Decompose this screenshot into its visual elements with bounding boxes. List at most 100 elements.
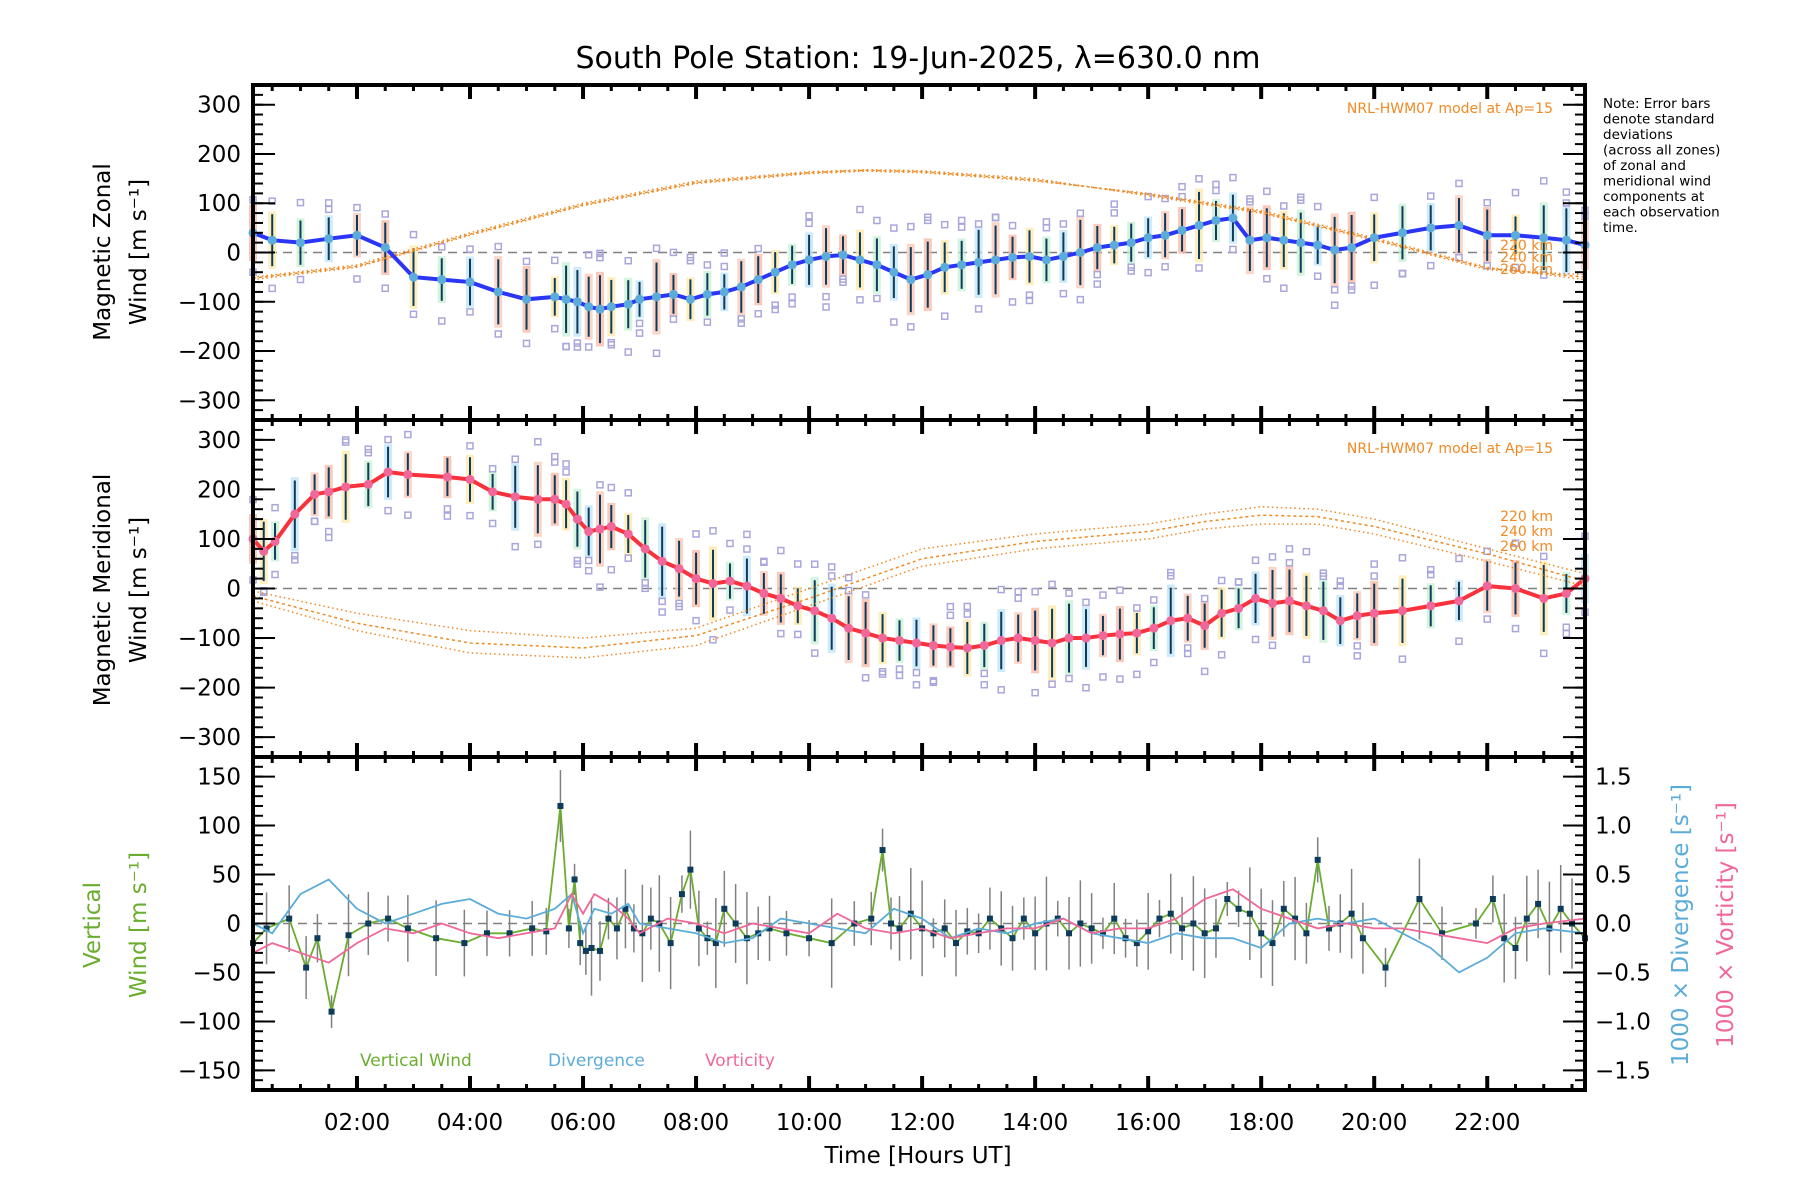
divergence-axis-label: 1000 × Divergence [s⁻¹]: [1668, 784, 1694, 1066]
outlier-point: [940, 220, 949, 229]
y-tick-label: −100: [178, 626, 241, 652]
outlier-point: [1353, 652, 1362, 660]
outlier-point: [384, 435, 392, 444]
outlier-point: [1330, 301, 1339, 309]
outlier-point: [534, 438, 542, 446]
outlier-point: [522, 339, 531, 348]
outlier-point: [777, 629, 785, 638]
outlier-point: [1455, 253, 1463, 262]
outlier-point: [997, 585, 1005, 594]
outlier-point: [1200, 667, 1209, 676]
outlier-point: [844, 586, 853, 595]
vertical-wind-point: [1258, 930, 1265, 937]
right-tick-label: 1.5: [1595, 765, 1632, 791]
outlier-point: [438, 243, 446, 251]
x-tick-label: 08:00: [663, 1110, 729, 1136]
x-tick-label: 12:00: [889, 1110, 955, 1136]
mean-wind-point: [685, 294, 695, 304]
vertical-wind-point: [543, 928, 550, 935]
vertical-wind-point: [1269, 940, 1276, 947]
outlier-point: [652, 244, 661, 253]
outlier-point: [726, 606, 734, 614]
mean-wind-point: [996, 636, 1006, 646]
x-tick-label: 02:00: [324, 1110, 390, 1136]
outlier-point: [1455, 179, 1463, 188]
outlier-point: [1455, 637, 1463, 645]
vertical-wind-point: [964, 928, 971, 935]
outlier-point: [946, 611, 955, 620]
outlier-point: [596, 253, 604, 262]
mean-wind-point: [561, 294, 571, 304]
outlier-point: [1539, 552, 1548, 561]
vertical-wind-point: [1235, 905, 1242, 912]
mean-wind-point: [1013, 633, 1023, 643]
outlier-point: [658, 608, 666, 616]
mean-wind-point: [1262, 233, 1272, 243]
mean-wind-point: [290, 509, 300, 519]
vertical-wind-point: [345, 932, 352, 939]
outlier-point: [607, 483, 616, 492]
outlier-point: [974, 220, 983, 228]
outlier-point: [760, 557, 768, 566]
mean-wind-point: [957, 260, 967, 270]
outlier-point: [381, 284, 389, 292]
outlier-point: [494, 330, 503, 338]
outlier-point: [494, 242, 503, 251]
outlier-point: [810, 560, 819, 568]
outlier-point: [466, 442, 474, 450]
y-tick-label: 300: [197, 428, 241, 454]
outlier-point: [890, 318, 898, 326]
vertical-wind-point: [1133, 940, 1140, 947]
mean-wind-point: [1296, 238, 1306, 248]
vertical-wind-point: [639, 930, 646, 937]
vertical-wind-point: [582, 947, 589, 954]
mean-wind-point: [1454, 220, 1464, 230]
mean-wind-point: [606, 302, 616, 312]
outlier-point: [709, 527, 717, 535]
outlier-point: [1455, 554, 1463, 563]
vertical-wind-point: [998, 925, 1005, 932]
vertical-wind-point: [1280, 905, 1287, 912]
vertical-wind-point: [1156, 915, 1163, 922]
outlier-point: [991, 213, 1000, 222]
mean-wind-point: [493, 287, 503, 297]
mean-wind-point: [1539, 233, 1549, 243]
outlier-point: [573, 343, 582, 351]
outlier-point: [890, 224, 898, 232]
mean-wind-point: [1279, 235, 1289, 245]
mean-wind-point: [895, 636, 905, 646]
vertical-wind-point: [667, 940, 674, 947]
outlier-point: [861, 674, 870, 682]
y-tick-label: 0: [226, 912, 241, 938]
y-tick-label: 150: [197, 765, 241, 791]
outlier-point: [1099, 673, 1107, 681]
y-tick-label: −100: [178, 1009, 241, 1035]
outlier-point: [1099, 591, 1107, 599]
mean-wind-point: [380, 243, 390, 253]
vertical-wind-point: [743, 935, 750, 942]
outlier-point: [596, 481, 604, 489]
outlier-point: [551, 324, 559, 333]
outlier-point: [1319, 572, 1328, 581]
outlier-point: [777, 546, 785, 555]
outlier-point: [946, 602, 955, 611]
mean-wind-point: [352, 230, 362, 240]
outlier-point: [511, 455, 519, 463]
vertical-wind-point: [365, 920, 372, 927]
mean-wind-point: [787, 260, 797, 270]
outlier-point: [827, 563, 836, 571]
outlier-point: [1133, 604, 1141, 612]
outlier-point: [1093, 270, 1102, 279]
y-tick-label: 100: [197, 191, 241, 217]
outlier-point: [562, 468, 570, 476]
y-tick-label: 200: [197, 142, 241, 168]
model-curve-220-km: [252, 170, 1586, 281]
outlier-point: [1370, 560, 1378, 568]
outlier-point: [1031, 688, 1039, 697]
mean-wind-point: [465, 474, 475, 484]
mean-wind-point: [1132, 628, 1142, 638]
vertical-wind-point: [1416, 896, 1423, 903]
outlier-point: [1263, 274, 1271, 283]
outlier-point: [381, 210, 389, 218]
outlier-point: [1562, 188, 1571, 196]
